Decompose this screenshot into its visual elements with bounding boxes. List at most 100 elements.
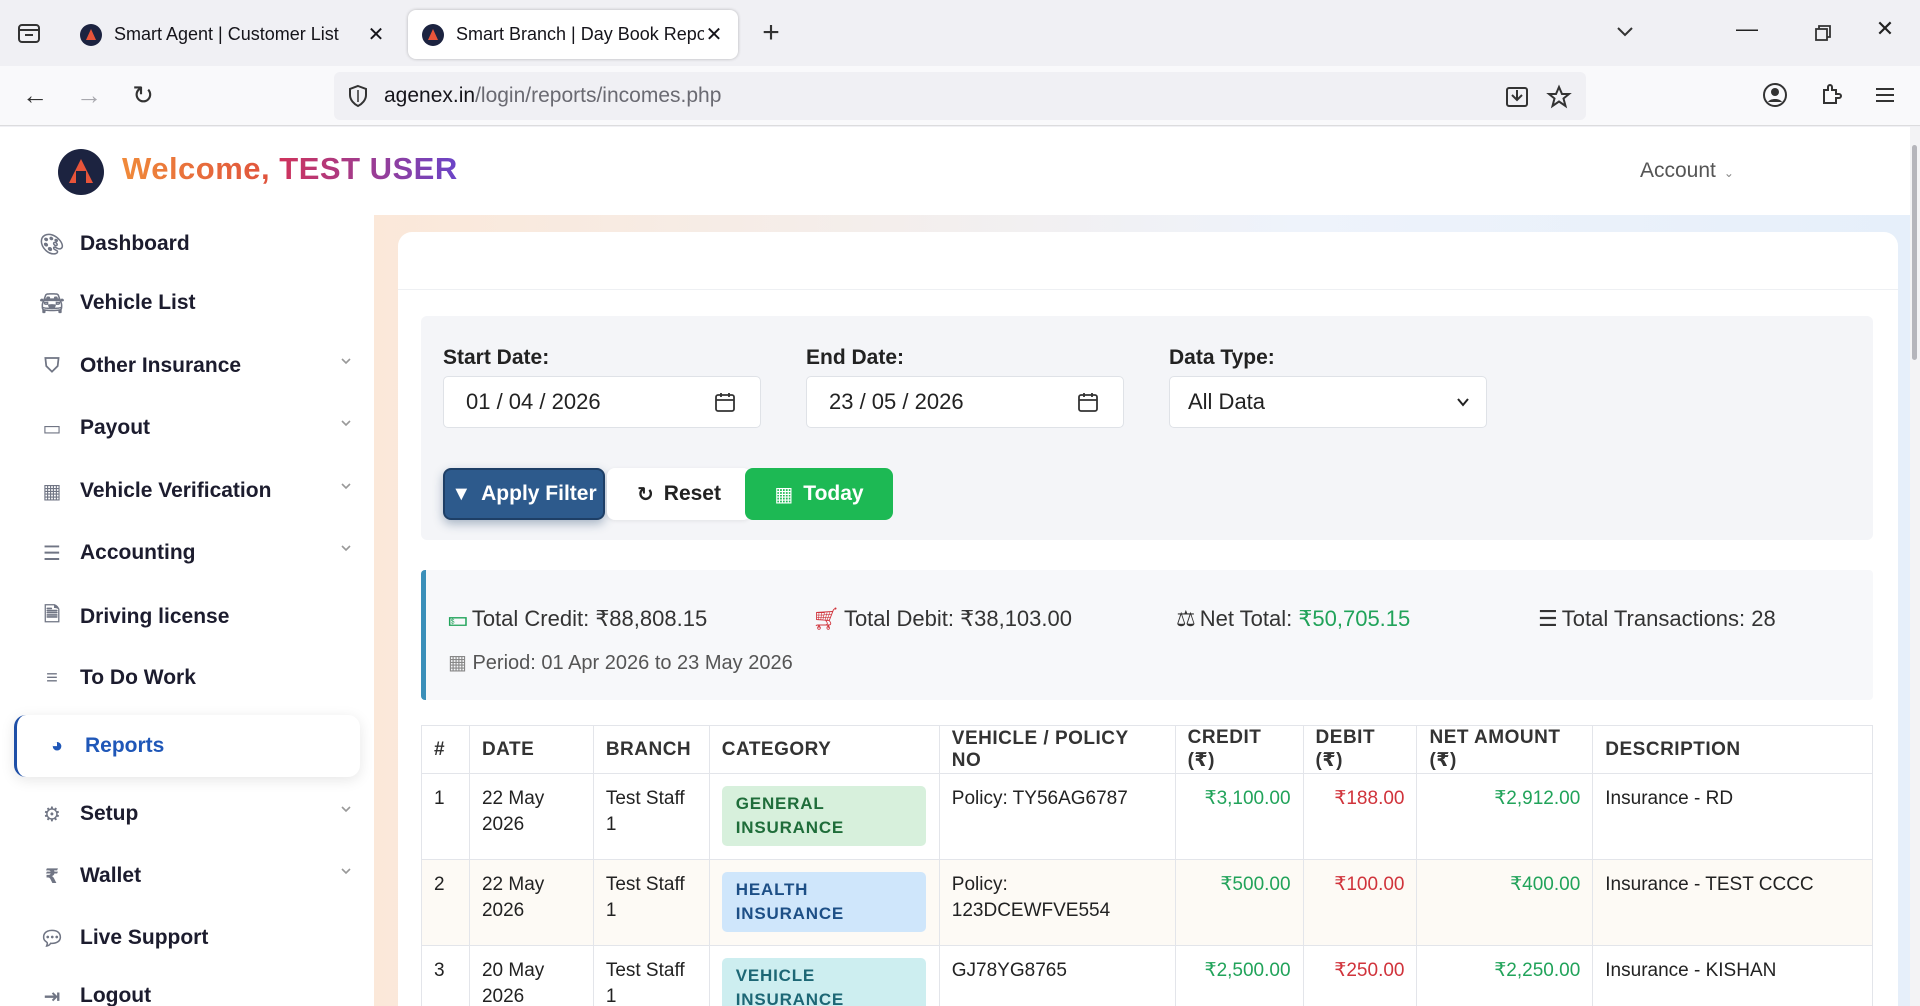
column-header[interactable]: DESCRIPTION [1592,725,1873,774]
browser-tabbar: Smart Agent | Customer List ✕ Smart Bran… [0,0,1920,66]
new-tab-icon[interactable]: + [762,16,780,49]
back-icon[interactable]: ← [22,80,48,110]
file-icon: 🗎 [43,604,61,626]
today-button[interactable]: ▦ Today [745,468,893,520]
download-icon[interactable] [1504,84,1530,110]
category-line: INSURANCE [735,818,845,837]
column-header[interactable]: DEBIT (₹) [1302,725,1418,774]
cart-icon: 🛒︎ [812,606,840,631]
net-total-value: ₹50,705.15 [1298,606,1411,631]
data-type-select[interactable]: All Data [1169,376,1487,428]
branch-name: Test Staff [605,874,685,895]
policy-line: GJ78YG8765 [951,960,1067,981]
extensions-icon[interactable] [1816,80,1846,110]
date-year: 2026 [481,900,525,921]
date-day: 20 May [481,960,545,981]
column-header[interactable]: CREDIT (₹) [1174,725,1304,774]
account-label: Account [1640,159,1716,182]
chevron-down-icon [1457,398,1469,407]
date-day: 22 May [481,788,545,809]
apply-filter-button[interactable]: ▼ Apply Filter [443,468,605,520]
total-credit: 💵︎ Total Credit: ₹88,808.15 [448,606,707,632]
list-all-tabs-icon[interactable] [1608,22,1642,42]
sidebar-item-reports[interactable]: ◕ Reports [14,715,360,777]
sidebar-item-vehicle-verification[interactable]: ▦ Vehicle Verification [0,462,374,520]
building-icon: ▦ [42,480,62,503]
bookmark-star-icon[interactable] [1546,84,1572,110]
account-menu[interactable]: Account ⌄ [1640,159,1734,183]
row-policy: Policy: TY56AG6787 [938,773,1176,860]
chat-icon: 💬︎ [39,927,65,950]
net-total: ⚖ Net Total: ₹50,705.15 [1176,606,1410,632]
row-description: Insurance - TEST CCCC [1592,859,1873,946]
row-policy: GJ78YG8765 [938,945,1176,1006]
total-debit-value: ₹38,103.00 [960,606,1072,631]
column-header[interactable]: CATEGORY [708,725,940,774]
tab-customer-list[interactable]: Smart Agent | Customer List ✕ [66,10,400,59]
row-branch: Test Staff 1 [592,859,710,946]
row-number: 2 [421,859,470,946]
sidebar-item-wallet[interactable]: ₹ Wallet [0,847,374,905]
sidebar-item-accounting[interactable]: ☰ Accounting [0,524,374,582]
sidebar-item-setup[interactable]: ⚙ Setup [0,785,374,843]
close-window-icon[interactable]: ✕ [1875,16,1895,41]
page-scrollbar[interactable] [1910,127,1920,1006]
sidebar-item-payout[interactable]: ▭ Payout [0,399,374,457]
balance-scale-icon: ⚖ [1176,606,1196,631]
tab-day-book-report[interactable]: Smart Branch | Day Book Report ✕ [408,10,738,59]
table-row[interactable]: 1 22 May 2026 Test Staff 1 GENERAL INSURANC… [421,773,1873,860]
forward-icon[interactable]: → [76,80,102,110]
close-tab-icon[interactable]: ✕ [705,24,723,46]
tab-list-icon[interactable] [14,18,44,48]
reload-icon[interactable]: ↻ [132,80,154,110]
app-logo-icon[interactable] [58,149,104,195]
column-header[interactable]: NET AMOUNT (₹) [1416,725,1594,774]
start-date-value: 01 / 04 / 2026 [466,389,601,414]
start-date-input[interactable]: 01 / 04 / 2026 [443,376,761,428]
row-policy: Policy: 123DCEWFVE554 [938,859,1176,946]
sidebar-item-other-insurance[interactable]: ⛉ Other Insurance [0,337,374,395]
menu-icon[interactable] [1870,80,1900,110]
address-bar[interactable]: agenex.in/login/reports/incomes.php [334,72,1586,120]
table-row[interactable]: 3 20 May 2026 Test Staff 1 VEHICLE INSURANC… [421,945,1873,1006]
sidebar-item-label: Other Insurance [80,354,242,377]
calendar-icon[interactable] [1077,391,1099,413]
column-header[interactable]: # [421,725,470,774]
reset-button[interactable]: ↻ Reset [607,468,751,520]
account-icon[interactable] [1760,80,1790,110]
row-category: VEHICLE INSURANCE [708,945,940,1006]
tab-title: Smart Agent | Customer List [114,24,339,44]
column-header[interactable]: DATE [468,725,594,774]
branch-name: Test Staff [605,788,685,809]
sidebar-item-to-do-work[interactable]: ≡ To Do Work [0,649,374,707]
total-debit: 🛒︎ Total Debit: ₹38,103.00 [812,606,1072,632]
period-text: ▦ Period: 01 Apr 2026 to 23 May 2026 [448,650,793,675]
row-debit: ₹250.00 [1302,945,1418,1006]
sidebar-item-label: Setup [80,802,139,825]
category-badge: GENERAL INSURANCE [721,786,926,846]
scrollbar-thumb[interactable] [1912,145,1917,360]
total-credit-value: ₹88,808.15 [595,606,708,631]
column-header[interactable]: VEHICLE / POLICY NO [938,725,1176,774]
summary-panel: 💵︎ Total Credit: ₹88,808.15 🛒︎ Total Debit… [421,570,1873,700]
filter-panel: Start Date: 01 / 04 / 2026 End Date: 23 … [421,316,1873,540]
sidebar-item-dashboard[interactable]: 🎨︎ Dashboard [0,215,374,273]
end-date-input[interactable]: 23 / 05 / 2026 [806,376,1124,428]
category-line: INSURANCE [735,990,845,1006]
site-security-icon[interactable] [346,84,370,108]
sidebar-item-driving-license[interactable]: 🗎 Driving license [0,588,374,646]
calendar-icon[interactable] [714,391,736,413]
restore-icon[interactable] [1806,24,1840,42]
sidebar-item-vehicle-list[interactable]: 🚘︎ Vehicle List [0,274,374,332]
date-day: 22 May [481,874,545,895]
close-tab-icon[interactable]: ✕ [367,24,385,46]
table-row[interactable]: 2 22 May 2026 Test Staff 1 HEALTH INSURANCE… [421,859,1873,946]
minimize-icon[interactable]: — [1736,16,1758,41]
sidebar-item-logout[interactable]: ⇥ Logout [0,967,374,1006]
rupee-icon: ₹ [45,865,59,888]
sidebar-item-live-support[interactable]: 💬︎ Live Support [0,909,374,967]
sidebar-item-label: Vehicle Verification [80,479,272,502]
column-header[interactable]: BRANCH [592,725,710,774]
category-badge: HEALTH INSURANCE [721,872,926,932]
sidebar-item-label: Logout [80,984,152,1006]
